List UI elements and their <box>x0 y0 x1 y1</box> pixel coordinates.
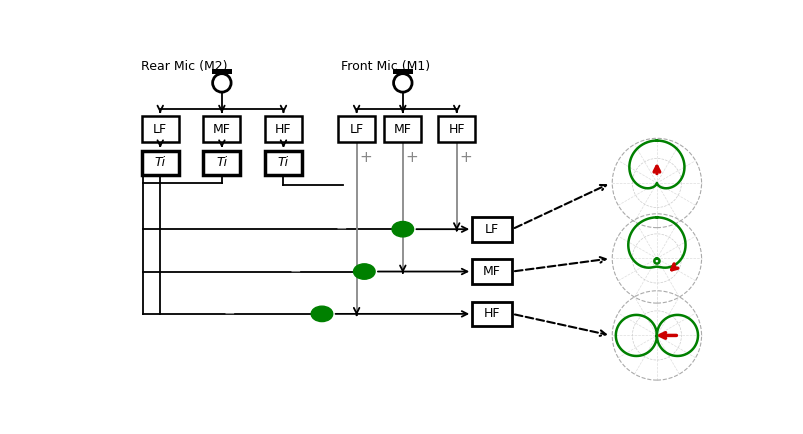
Circle shape <box>212 74 230 92</box>
FancyBboxPatch shape <box>438 116 475 142</box>
Ellipse shape <box>353 264 375 279</box>
Text: Front Mic (M1): Front Mic (M1) <box>340 60 430 73</box>
FancyBboxPatch shape <box>471 302 512 326</box>
FancyBboxPatch shape <box>141 151 178 175</box>
Text: +: + <box>406 150 418 165</box>
Text: HF: HF <box>448 122 464 135</box>
Text: −: − <box>223 307 235 321</box>
Text: +: + <box>359 150 372 165</box>
Text: HF: HF <box>275 122 291 135</box>
FancyBboxPatch shape <box>265 116 302 142</box>
Bar <box>393 69 412 74</box>
Text: Ti: Ti <box>154 157 165 169</box>
FancyBboxPatch shape <box>265 151 302 175</box>
FancyBboxPatch shape <box>384 116 421 142</box>
Ellipse shape <box>311 306 332 322</box>
Ellipse shape <box>392 221 413 237</box>
Text: Ti: Ti <box>216 157 227 169</box>
FancyBboxPatch shape <box>203 151 240 175</box>
FancyBboxPatch shape <box>471 259 512 284</box>
Bar <box>211 69 231 74</box>
Text: −: − <box>335 222 347 236</box>
Text: Ti: Ti <box>278 157 288 169</box>
Text: MF: MF <box>213 122 230 135</box>
Text: LF: LF <box>484 223 499 236</box>
Text: +: + <box>459 150 471 165</box>
Text: LF: LF <box>153 122 167 135</box>
FancyBboxPatch shape <box>141 116 178 142</box>
FancyBboxPatch shape <box>471 217 512 241</box>
Text: HF: HF <box>483 307 499 320</box>
Circle shape <box>393 74 412 92</box>
Text: MF: MF <box>393 122 411 135</box>
Text: MF: MF <box>483 265 500 278</box>
Text: Rear Mic (M2): Rear Mic (M2) <box>141 60 227 73</box>
Text: −: − <box>289 265 300 279</box>
FancyBboxPatch shape <box>203 116 240 142</box>
FancyBboxPatch shape <box>338 116 375 142</box>
Text: LF: LF <box>349 122 363 135</box>
